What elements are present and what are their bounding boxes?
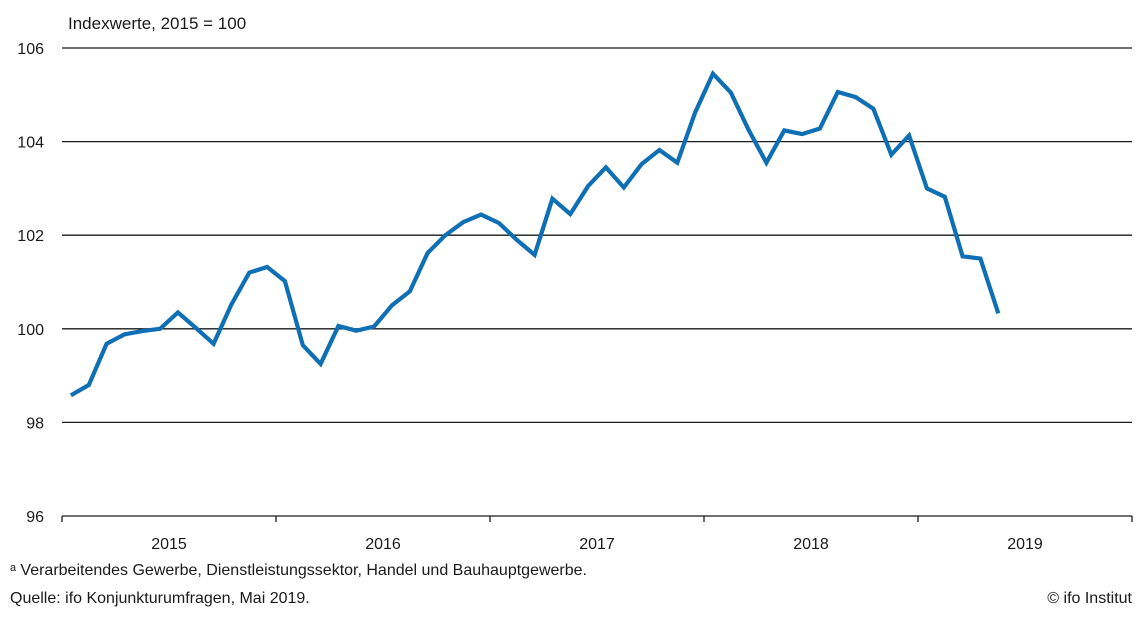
unit-label: Indexwerte, 2015 = 100 xyxy=(68,14,247,33)
series-line xyxy=(69,70,1001,398)
y-tick-label: 98 xyxy=(26,415,44,432)
y-tick-label: 102 xyxy=(17,228,44,245)
gridlines xyxy=(62,47,1132,424)
y-axis-ticks: 96 98 100 102 104 106 xyxy=(17,41,44,526)
x-tick-label: 2015 xyxy=(151,536,187,553)
y-tick-label: 100 xyxy=(17,322,44,339)
source-note: Quelle: ifo Konjunkturumfragen, Mai 2019… xyxy=(10,590,310,607)
x-tick-label: 2018 xyxy=(793,536,829,553)
x-axis xyxy=(61,515,1133,522)
footnote: ᵃ Verarbeitendes Gewerbe, Dienstleistung… xyxy=(10,562,587,579)
x-tick-label: 2017 xyxy=(579,536,615,553)
x-tick-label: 2019 xyxy=(1007,536,1043,553)
y-tick-label: 106 xyxy=(17,41,44,58)
x-tick-label: 2016 xyxy=(365,536,401,553)
x-axis-ticks: 2015 2016 2017 2018 2019 xyxy=(151,536,1043,553)
y-tick-label: 104 xyxy=(17,135,44,152)
copyright: © ifo Institut xyxy=(1047,590,1132,607)
line-chart: 96 98 100 102 104 106 2015 2016 2017 2018 2019 xyxy=(17,41,1133,553)
series-group xyxy=(69,70,1001,398)
y-tick-label: 96 xyxy=(26,509,44,526)
